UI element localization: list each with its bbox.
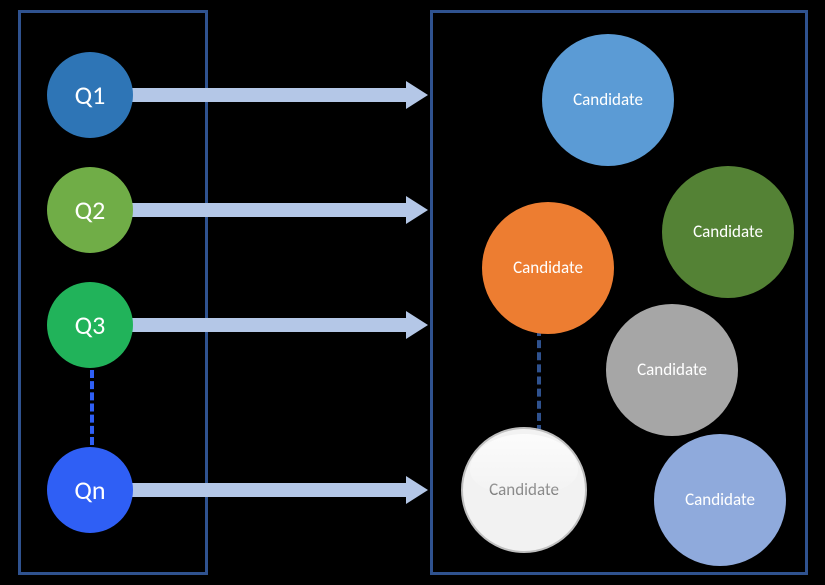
candidate-node-c1: Candidate	[542, 34, 674, 166]
query-label: Q1	[75, 81, 106, 110]
candidate-node-c3: Candidate	[482, 202, 614, 334]
diagram-stage: Q1 Q2 Q3 Qn Candidate Candidate Candidate Candi…	[0, 0, 825, 585]
arrow-head-qn	[406, 476, 428, 504]
candidate-label: Candidate	[573, 91, 643, 110]
candidate-label: Candidate	[513, 259, 583, 278]
candidate-label: Candidate	[693, 223, 763, 242]
candidate-node-c5: Candidate	[461, 427, 587, 553]
arrow-q3	[90, 318, 406, 332]
arrow-head-q3	[406, 311, 428, 339]
query-node-q3: Q3	[47, 282, 133, 368]
query-node-q2: Q2	[47, 167, 133, 253]
candidate-link	[537, 328, 541, 433]
candidate-node-c6: Candidate	[654, 434, 786, 566]
arrow-head-q1	[406, 81, 428, 109]
arrow-head-q2	[406, 196, 428, 224]
candidate-label: Candidate	[637, 361, 707, 380]
query-label: Q3	[75, 311, 106, 340]
query-label: Q2	[75, 196, 106, 225]
arrow-qn	[90, 483, 406, 497]
arrow-q2	[90, 203, 406, 217]
candidate-node-c4: Candidate	[606, 304, 738, 436]
arrow-q1	[90, 88, 406, 102]
query-node-qn: Qn	[47, 447, 133, 533]
candidate-label: Candidate	[489, 481, 559, 500]
candidate-node-c2: Candidate	[662, 166, 794, 298]
query-node-q1: Q1	[47, 52, 133, 138]
query-label: Qn	[74, 476, 105, 505]
candidate-label: Candidate	[685, 491, 755, 510]
query-ellipsis	[90, 370, 94, 445]
